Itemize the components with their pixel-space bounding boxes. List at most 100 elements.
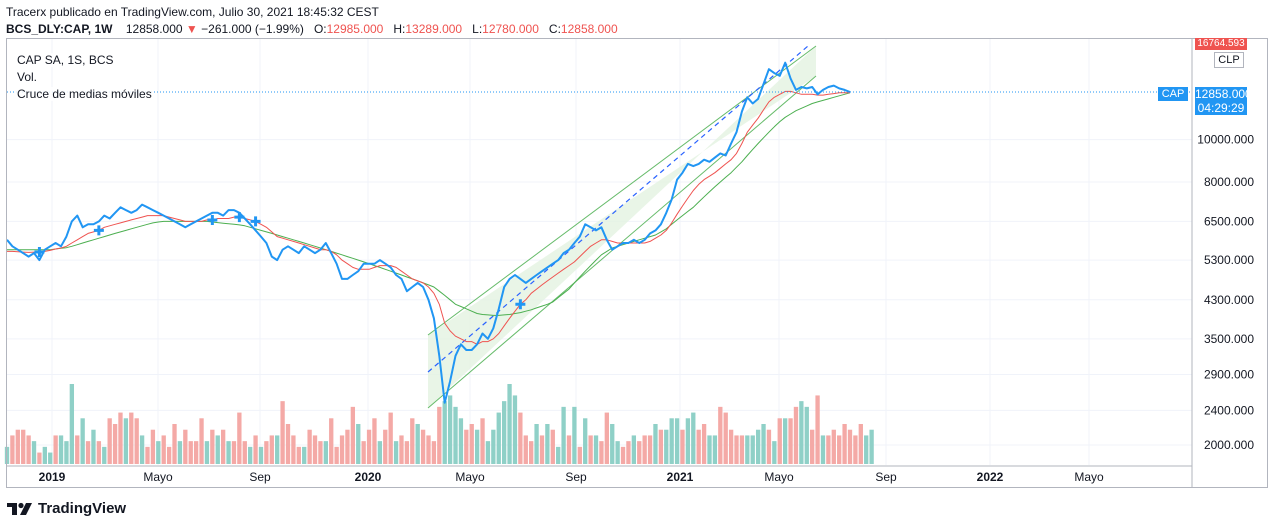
volume-bar [442,401,447,464]
change-value: −261.000 (−1.99%) [201,22,304,36]
volume-bar [323,441,328,464]
y-tick-label: 2400.000 [1204,403,1254,417]
volume-bar [10,435,15,464]
volume-bar [777,418,782,464]
legend-volume[interactable]: Vol. [15,70,40,84]
ma-fast-line [7,90,850,345]
y-tick-label: 10000.000 [1197,133,1254,147]
x-tick-label: Mayo [455,470,485,484]
cross-marker [207,214,218,225]
volume-bar [312,435,318,464]
volume-bar [847,429,853,464]
time-axis: 2019 Mayo Sep 2020 Mayo Sep 2021 Mayo Sep 2022 May… [39,470,1104,484]
volume-bar [550,429,555,464]
y-tick-label: 8000.000 [1204,175,1254,189]
currency-badge[interactable]: CLP [1214,52,1244,68]
volume-bar [788,418,793,464]
volume-bar [631,435,637,464]
volume-bar [85,441,91,464]
volume-bar [707,435,712,464]
volume-bar [469,424,474,464]
volume-bar [766,429,772,464]
y-tick-label: 6500.000 [1204,214,1254,228]
y-tick-label: 3500.000 [1204,332,1254,346]
bar-countdown: 04:29:29 [1195,101,1247,115]
volume-bar [523,435,528,464]
volume-bar [637,441,642,464]
volume-bar [80,418,85,464]
volume-bar [361,441,366,464]
volume-bar [680,429,685,464]
volume-bar [334,446,339,464]
volume-bar [48,452,53,464]
volume-bar [69,384,75,464]
volume-bar [712,435,718,464]
volume-bar [21,429,26,464]
volume-bar [58,435,64,464]
volume-bar [118,412,123,464]
price-axis: 2000.000 2400.000 2900.000 3500.000 4300.000… [1197,133,1254,452]
volume-bar [518,412,523,464]
close-label: C: [548,22,561,36]
legend-ma-cross[interactable]: Cruce de medias móviles [15,87,154,101]
symbol-label: BCS_DLY:CAP, 1W [6,22,113,36]
last-price: 12858.000 [125,22,183,36]
volume-bar [485,441,491,464]
volume-bar [269,435,274,464]
volume-bar [420,429,426,464]
volume-bar [204,441,210,464]
volume-bar [96,441,102,464]
volume-bar [745,435,750,464]
y-tick-label: 4300.000 [1204,293,1254,307]
cross-marker [234,212,245,223]
legend-symbol[interactable]: CAP SA, 1S, BCS [15,53,116,67]
volume-bar [507,384,512,464]
series-lines [6,61,1192,404]
volume-bar [691,412,696,464]
channel-fill [428,46,816,408]
y-tick-label: 2900.000 [1204,368,1254,382]
volume-bar [404,441,410,464]
volume-bar [782,418,788,464]
cross-markers [34,212,526,310]
open-value: 12985.000 [326,22,384,36]
volume-bar [653,424,658,464]
volume-bar [37,452,42,464]
volume-bar [750,435,755,464]
volume-bar [464,429,469,464]
volume-bar [302,446,307,464]
volume-bar [329,418,334,464]
volume-bar [669,418,674,464]
volume-bar [853,435,858,464]
volume-bar [642,435,647,464]
volume-bar [280,401,285,464]
volume-bar [674,418,680,464]
volume-bar [366,429,372,464]
x-tick-label: Sep [875,470,897,484]
volume-bar [604,412,609,464]
high-label: H: [393,22,406,36]
high-value: 13289.000 [405,22,463,36]
volume-bar [393,441,399,464]
cross-marker [34,247,45,258]
volume-bar [496,412,501,464]
volume-bar [193,441,199,464]
volume-bars [4,384,874,464]
volume-bar [772,441,777,464]
x-tick-label: Sep [565,470,587,484]
volume-bar [512,395,518,464]
chart-frame [6,38,1268,488]
volume-bar [831,429,836,464]
volume-bar [26,435,31,464]
volume-bar [556,446,561,464]
volume-bar [307,429,312,464]
volume-bar [183,429,188,464]
volume-bar [31,441,37,464]
tradingview-icon [7,502,32,515]
volume-bar [501,401,507,464]
volume-bar [810,429,815,464]
x-tick-label: 2019 [39,470,66,484]
volume-bar [161,435,166,464]
volume-bar [220,429,226,464]
